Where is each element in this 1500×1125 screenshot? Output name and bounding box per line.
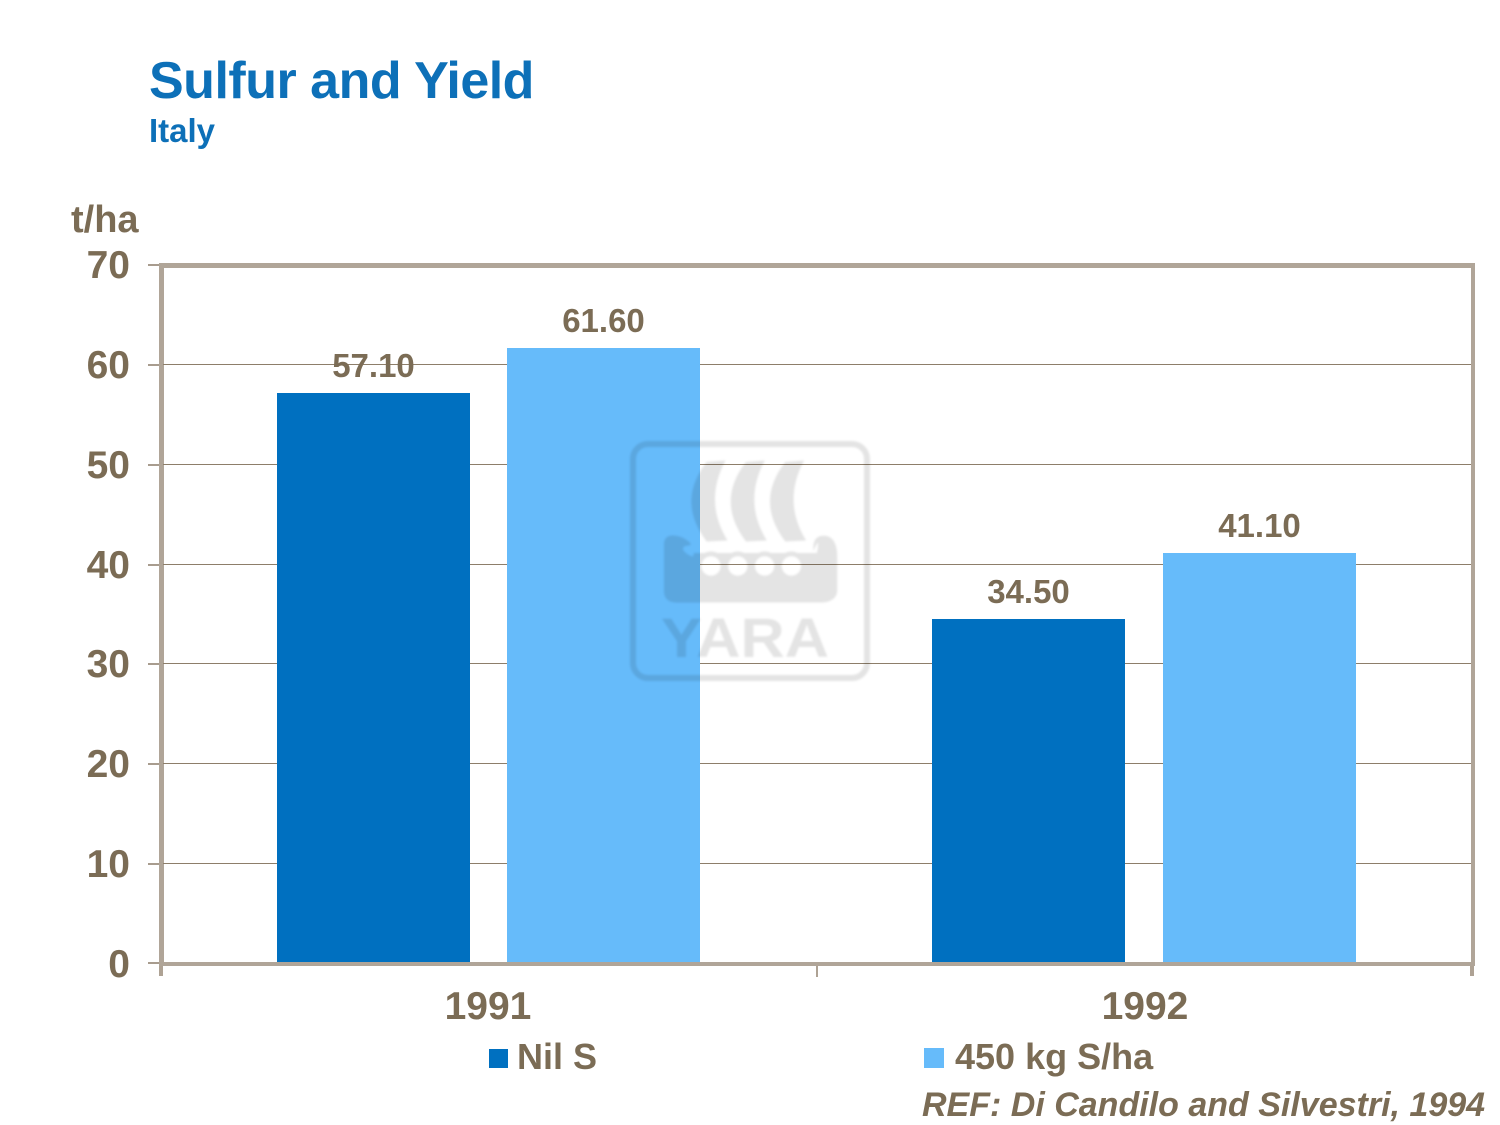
svg-text:YARA: YARA [661, 606, 829, 669]
